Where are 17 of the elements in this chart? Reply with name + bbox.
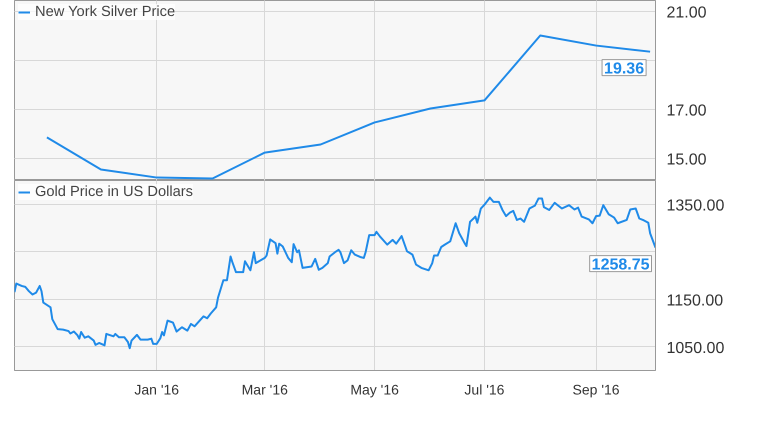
x-tick-label: Sep '16 — [572, 382, 620, 398]
x-tick-label: Mar '16 — [242, 382, 288, 398]
legend-label: New York Silver Price — [35, 4, 176, 20]
annotation: 1258.75 — [592, 256, 650, 274]
y-tick-label: 1050.00 — [666, 340, 724, 357]
line-series — [46, 34, 652, 180]
y-tick-label: 21.00 — [666, 4, 707, 22]
y-tick-label: 1150.00 — [666, 292, 724, 310]
x-tick-label: May '16 — [350, 382, 400, 398]
line-series — [14, 196, 656, 350]
y-tick-label: 15.00 — [666, 151, 707, 168]
annotation: 19.36 — [604, 60, 644, 78]
x-tick-label: Jul '16 — [464, 382, 505, 398]
y-tick-label: 1350.00 — [666, 197, 724, 214]
x-tick-label: Jan '16 — [134, 382, 180, 398]
y-tick-label: 17.00 — [666, 102, 707, 120]
legend-label: Gold Price in US Dollars — [35, 184, 194, 200]
